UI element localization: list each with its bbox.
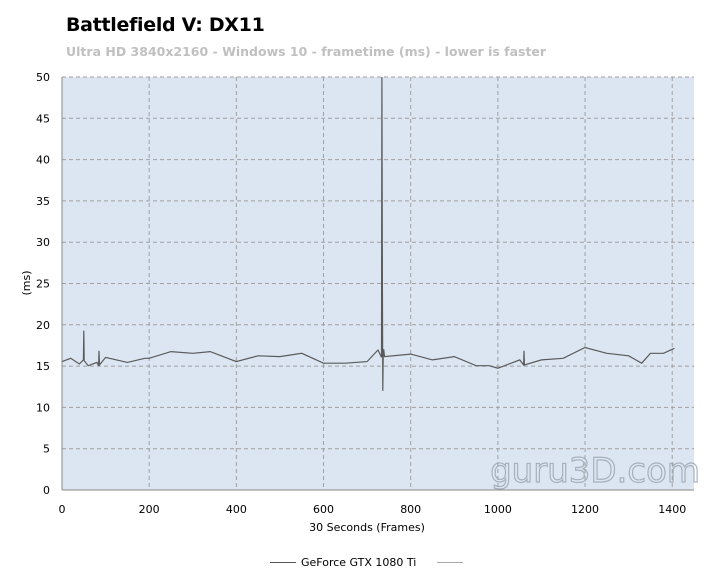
x-tick-label: 400 xyxy=(226,503,247,516)
x-axis-label: 30 Seconds (Frames) xyxy=(309,521,425,534)
y-tick-label: 10 xyxy=(36,401,50,414)
y-tick-label: 20 xyxy=(36,319,50,332)
x-tick-label: 1400 xyxy=(658,503,686,516)
watermark: guru3D.com xyxy=(490,451,700,491)
legend-label: GeForce GTX 1080 Ti xyxy=(301,556,417,569)
x-tick-label: 800 xyxy=(400,503,421,516)
x-tick-label: 1200 xyxy=(571,503,599,516)
y-axis-label: (ms) xyxy=(20,270,33,295)
y-tick-label: 25 xyxy=(36,278,50,291)
y-tick-label: 15 xyxy=(36,360,50,373)
series-line-gtx-1080-ti xyxy=(61,76,675,391)
y-tick-label: 0 xyxy=(43,484,50,497)
y-tick-label: 45 xyxy=(36,112,50,125)
x-tick-label: 0 xyxy=(59,503,66,516)
y-tick-label: 40 xyxy=(36,154,50,167)
x-tick-label: 600 xyxy=(313,503,334,516)
legend-line-swatch-2 xyxy=(437,562,464,563)
x-tick-label: 200 xyxy=(139,503,160,516)
y-tick-label: 5 xyxy=(43,443,50,456)
y-tick-label: 35 xyxy=(36,195,50,208)
legend-line-swatch xyxy=(270,562,296,563)
y-tick-label: 30 xyxy=(36,236,50,249)
y-tick-label: 50 xyxy=(36,71,50,84)
chart-title: Battlefield V: DX11 xyxy=(66,14,265,36)
x-tick-label: 1000 xyxy=(484,503,512,516)
chart-subtitle: Ultra HD 3840x2160 - Windows 10 - framet… xyxy=(66,44,547,59)
legend: GeForce GTX 1080 Ti xyxy=(270,556,464,569)
